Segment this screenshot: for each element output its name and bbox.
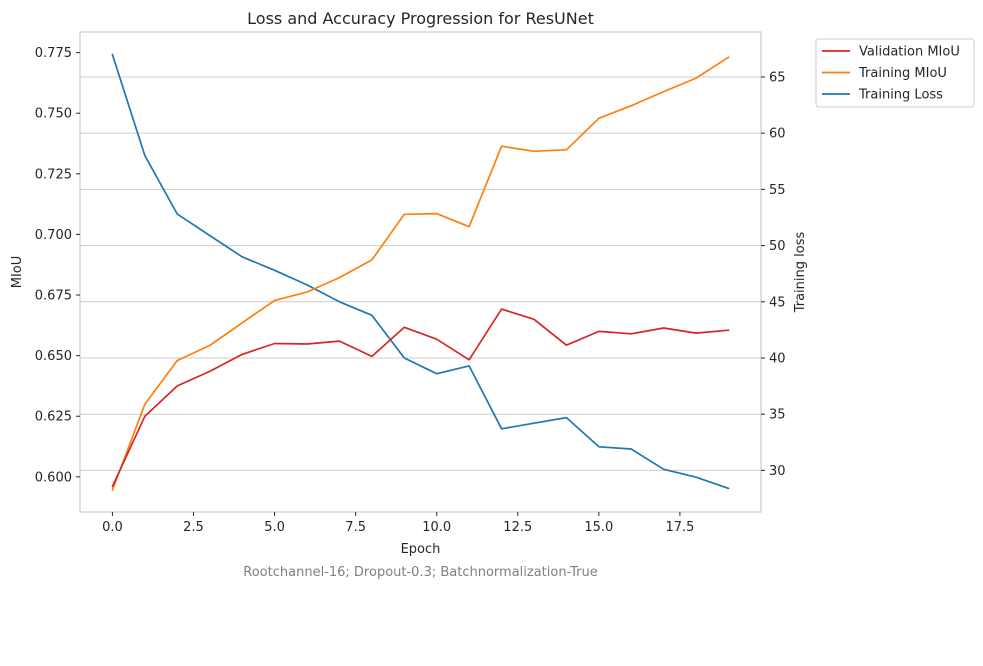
y-right-tick-label: 40 bbox=[769, 351, 786, 366]
y-right-tick-label: 60 bbox=[769, 127, 786, 142]
x-axis-title: Epoch bbox=[401, 542, 441, 557]
y-right-tick-label: 35 bbox=[769, 408, 786, 423]
y-axis-right-title: Training loss bbox=[793, 232, 808, 314]
x-tick-label: 15.0 bbox=[584, 520, 613, 535]
chart-caption: Rootchannel-16; Dropout-0.3; Batchnormal… bbox=[243, 565, 597, 580]
plot-frame bbox=[79, 31, 762, 513]
y-left-tick-label: 0.625 bbox=[35, 410, 72, 425]
y-left-tick-label: 0.725 bbox=[35, 167, 72, 182]
y-right-tick-label: 45 bbox=[769, 295, 786, 310]
y-axis-left-title: MIoU bbox=[10, 256, 25, 289]
legend-box bbox=[815, 38, 975, 108]
legend-label: Validation MIoU bbox=[859, 45, 960, 60]
y-left-tick-label: 0.700 bbox=[35, 228, 72, 243]
x-tick-label: 5.0 bbox=[264, 520, 285, 535]
x-tick-label: 12.5 bbox=[503, 520, 532, 535]
y-left-tick-label: 0.675 bbox=[35, 289, 72, 304]
chart-title: Loss and Accuracy Progression for ResUNe… bbox=[247, 9, 594, 28]
legend: Validation MIoU Training MIoU Training Los… bbox=[815, 38, 975, 108]
series-line-training-loss bbox=[111, 53, 730, 490]
legend-label: Training Loss bbox=[858, 88, 943, 103]
series-layer bbox=[111, 53, 730, 492]
x-tick-label: 7.5 bbox=[345, 520, 366, 535]
y-right-tick-label: 55 bbox=[769, 183, 786, 198]
x-tick-label: 0.0 bbox=[102, 520, 123, 535]
legend-label: Training MIoU bbox=[858, 66, 947, 81]
x-tick-label: 10.0 bbox=[422, 520, 451, 535]
y-left-tick-label: 0.775 bbox=[35, 46, 72, 61]
ticks-layer: 0.0 2.5 5.0 7.5 10.0 12.5 15.0 17.5 0.600 0.625 0.… bbox=[35, 46, 786, 535]
y-left-tick-label: 0.750 bbox=[35, 107, 72, 122]
series-line-validation-miou bbox=[111, 308, 730, 488]
y-right-tick-label: 65 bbox=[769, 70, 786, 85]
y-left-tick-label: 0.650 bbox=[35, 349, 72, 364]
y-right-tick-label: 50 bbox=[769, 239, 786, 254]
x-tick-label: 2.5 bbox=[183, 520, 204, 535]
x-tick-label: 17.5 bbox=[665, 520, 694, 535]
y-left-tick-label: 0.600 bbox=[35, 470, 72, 485]
grid bbox=[80, 76, 761, 471]
series-line-training-miou bbox=[111, 56, 730, 492]
y-right-tick-label: 30 bbox=[769, 464, 786, 479]
